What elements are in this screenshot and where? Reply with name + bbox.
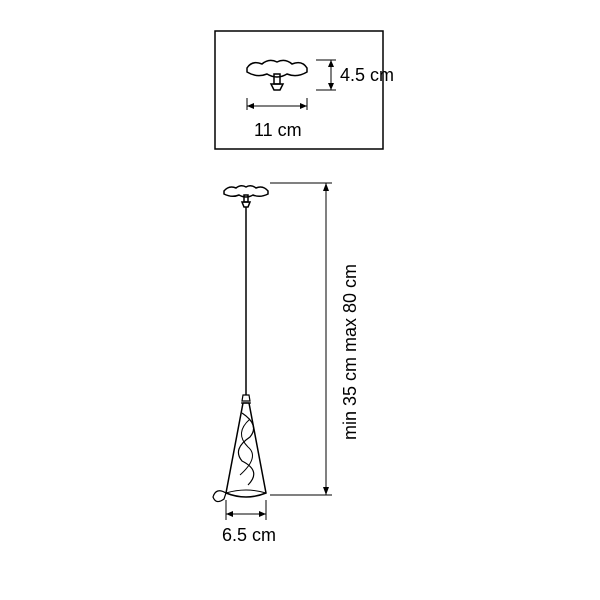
diagram-stage: 11 cm 4.5 cm xyxy=(0,0,600,600)
canopy-width-label: 11 cm xyxy=(254,120,302,141)
pendant-height-label: min 35 cm max 80 cm xyxy=(340,264,361,440)
pendant-drawing xyxy=(200,180,400,560)
canopy-height-label: 4.5 cm xyxy=(340,65,394,86)
shade-width-label: 6.5 cm xyxy=(222,525,276,546)
